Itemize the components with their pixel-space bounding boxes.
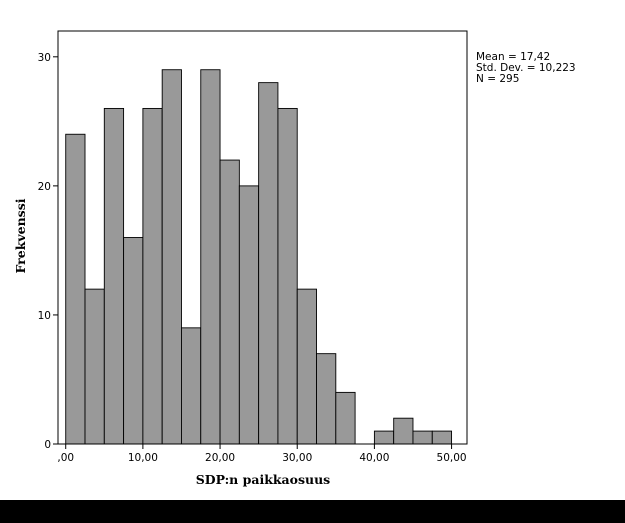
y-tick-label: 0 [44, 439, 51, 451]
histogram-bar [258, 82, 279, 445]
histogram-bar [393, 417, 414, 445]
mean-stat: Mean = 17,42 [476, 51, 551, 63]
x-tick-label: 50,00 [437, 452, 467, 464]
histogram-bar [373, 430, 395, 445]
histogram-chart: ,00 10,00 20,00 30,00 40,00 50,00 0 10 20 30 SDP… [13, 30, 468, 487]
histogram-bar [65, 133, 86, 445]
std-dev-stat: Std. Dev. = 10,223 [476, 62, 576, 74]
y-tick-label: 30 [38, 52, 51, 64]
histogram-bar [238, 185, 260, 445]
histogram-bar [181, 327, 202, 445]
summary-statistics: Mean = 17,42 Std. Dev. = 10,223 N = 295 [476, 52, 576, 85]
histogram-bar [84, 288, 105, 445]
x-axis-ticks: ,00 10,00 20,00 30,00 40,00 50,00 [57, 444, 467, 464]
n-stat: N = 295 [476, 73, 520, 85]
y-tick-label: 10 [38, 310, 51, 322]
y-axis-label: Frekvenssi [13, 198, 28, 273]
histogram-bar [123, 237, 144, 445]
histogram-bar [200, 69, 221, 445]
histogram-bar [277, 107, 298, 445]
histogram-bar [316, 353, 337, 445]
x-tick-label: 10,00 [128, 452, 158, 464]
histogram-bar [219, 159, 240, 445]
x-tick-label: 30,00 [282, 452, 312, 464]
histogram-bar [142, 107, 163, 445]
x-tick-label: 40,00 [359, 452, 389, 464]
x-tick-label: 20,00 [205, 452, 235, 464]
x-tick-label: ,00 [57, 452, 74, 464]
x-axis-label: SDP:n paikkaosuus [196, 472, 330, 487]
y-axis-ticks: 0 10 20 30 [38, 52, 58, 451]
histogram-bars [65, 69, 453, 445]
y-tick-label: 20 [38, 181, 51, 193]
histogram-bar [412, 430, 433, 445]
histogram-bar [296, 288, 317, 445]
chart-axes [57, 30, 468, 445]
histogram-bar [103, 107, 125, 445]
plot-frame [57, 30, 468, 445]
histogram-bar [431, 430, 453, 445]
histogram-bar [335, 391, 356, 445]
histogram-bar [161, 69, 182, 445]
bottom-bar [0, 500, 625, 523]
